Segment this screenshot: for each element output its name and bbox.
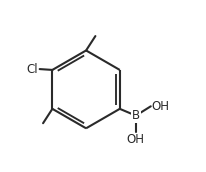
Text: B: B bbox=[132, 109, 140, 122]
Text: Cl: Cl bbox=[27, 63, 38, 76]
Text: OH: OH bbox=[152, 100, 170, 113]
Text: OH: OH bbox=[127, 133, 145, 146]
